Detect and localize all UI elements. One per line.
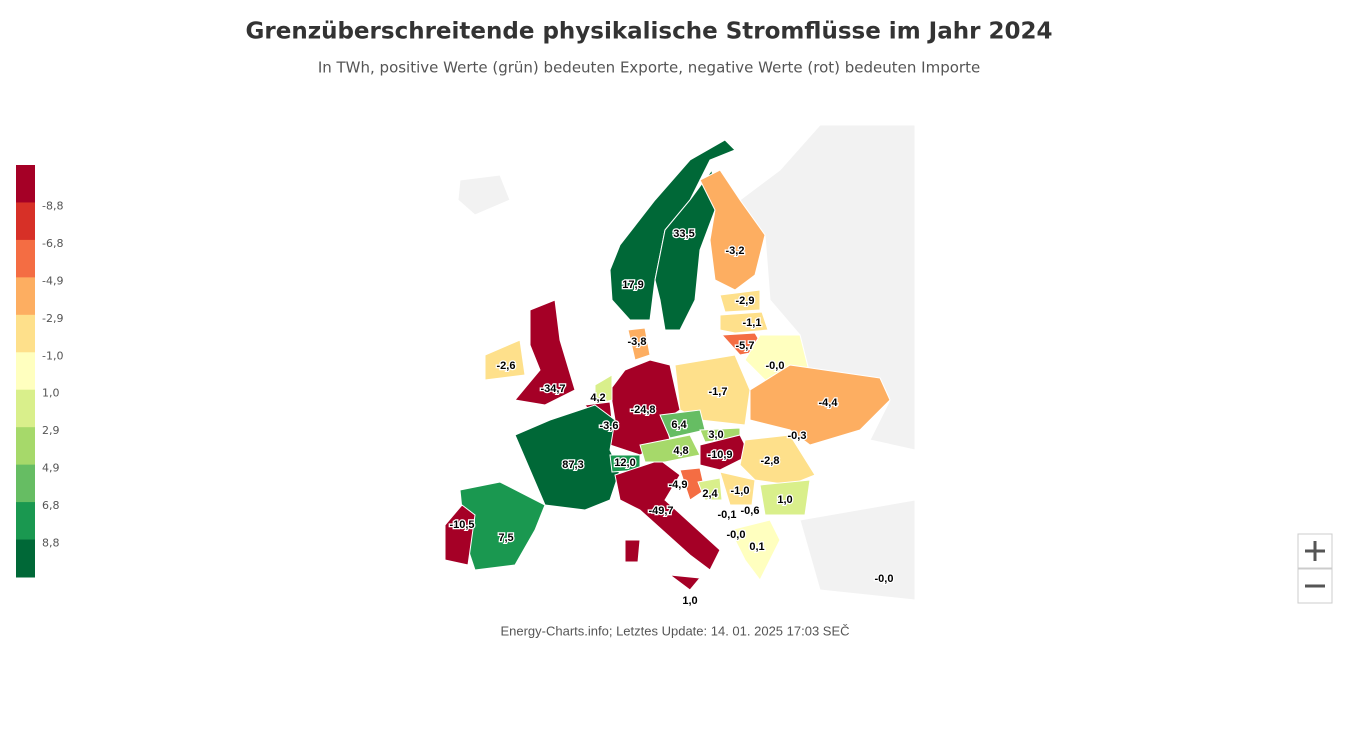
data-label: -49,7: [648, 505, 673, 517]
region: [719, 311, 769, 334]
region: [639, 434, 701, 463]
legend-swatch: [16, 502, 35, 541]
legend-label: -6,8: [42, 237, 63, 250]
region: [699, 169, 766, 291]
legend-swatch: [16, 239, 35, 278]
region: [799, 499, 916, 601]
title: Grenzüberschreitende physikalische Strom…: [246, 19, 1053, 45]
legend-swatch: [16, 202, 35, 241]
legend-swatch: [16, 352, 35, 391]
legend-label: 8,8: [42, 537, 60, 550]
region: [759, 479, 811, 516]
data-label: -10,5: [449, 519, 474, 531]
data-label: 3,0: [708, 429, 723, 441]
data-label: -0,1: [718, 509, 737, 521]
map-labels: 33,5 -3,2 17,9 -2,9 -1,1 -3,8 -5,7 -0,0 -2,6 -34,…: [448, 227, 895, 609]
data-label: -2,9: [736, 295, 755, 307]
region: [594, 374, 613, 406]
subtitle: In TWh, positive Werte (grün) bedeuten E…: [318, 59, 980, 77]
data-label: 6,4: [671, 419, 687, 431]
legend-label: -8,8: [42, 199, 63, 212]
data-label: -5,7: [736, 340, 755, 352]
data-label: -0,0: [727, 529, 746, 541]
data-label: 0,1: [749, 541, 764, 553]
region: [624, 539, 641, 563]
region: [654, 168, 716, 331]
region: [484, 339, 526, 381]
data-label: -3,6: [600, 420, 619, 432]
legend-swatch: [16, 464, 35, 503]
data-label: -0,3: [788, 430, 807, 442]
region: [457, 174, 511, 216]
data-label: 4,2: [590, 392, 605, 404]
legend-swatch: [16, 277, 35, 316]
data-label: -4,9: [669, 479, 688, 491]
legend-swatch: [16, 389, 35, 428]
data-label: 1,0: [682, 595, 697, 607]
legend: -8,8 -6,8 -4,9 -2,9 -1,0 1,0 2,9 4,9 6,8 8,8: [16, 165, 63, 578]
data-label: -3,8: [628, 336, 647, 348]
legend-swatch: [16, 165, 35, 203]
data-label: -34,7: [540, 383, 565, 395]
legend-label: -4,9: [42, 274, 63, 287]
legend-swatch: [16, 314, 35, 353]
legend-swatch: [16, 427, 35, 466]
legend-label: 6,8: [42, 499, 60, 512]
data-label: -3,2: [726, 245, 745, 257]
data-label: -0,0: [875, 573, 894, 585]
data-label: -1,1: [743, 317, 762, 329]
data-label: -2,8: [761, 455, 780, 467]
region: [627, 327, 651, 361]
zoom-in-button[interactable]: [1297, 533, 1333, 569]
region: [729, 519, 781, 581]
data-label: -24,8: [630, 404, 655, 416]
region: [668, 574, 701, 591]
data-label: 33,5: [673, 228, 694, 240]
data-label: -10,9: [707, 449, 732, 461]
legend-label: 2,9: [42, 424, 60, 437]
data-label: 2,4: [702, 488, 718, 500]
legend-label: -1,0: [42, 349, 63, 362]
region: [699, 434, 751, 471]
region: [614, 459, 721, 571]
credit: Energy-Charts.info; Letztes Update: 14. …: [500, 623, 849, 638]
data-label: -0,6: [741, 505, 760, 517]
region: [514, 299, 576, 406]
legend-swatch: [16, 539, 35, 578]
data-label: -2,6: [497, 360, 516, 372]
data-label: -1,7: [709, 386, 728, 398]
data-label: 12,0: [614, 457, 635, 469]
data-label: 1,0: [777, 494, 792, 506]
data-label: -1,0: [731, 485, 750, 497]
zoom-out-button[interactable]: [1297, 568, 1333, 604]
region: [719, 289, 761, 313]
data-label: 87,3: [562, 459, 583, 471]
data-label: 7,5: [498, 532, 513, 544]
data-label: 4,8: [673, 445, 688, 457]
data-label: 17,9: [622, 279, 643, 291]
map: [444, 124, 916, 601]
data-label: -4,4: [819, 397, 839, 409]
region: [749, 364, 891, 446]
region: [697, 477, 723, 501]
zoom-in-icon[interactable]: [1305, 541, 1325, 561]
data-label: -0,0: [766, 360, 785, 372]
region: [719, 471, 756, 506]
legend-label: -2,9: [42, 312, 63, 325]
region: [444, 504, 476, 566]
legend-label: 1,0: [42, 387, 60, 400]
legend-label: 4,9: [42, 462, 60, 475]
